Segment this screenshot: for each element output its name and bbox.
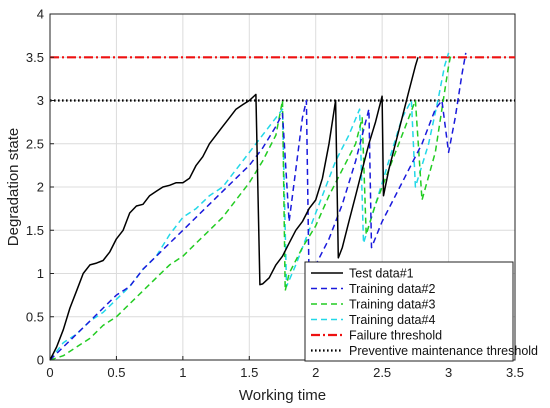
y-tick-label: 3.5 (26, 50, 44, 65)
legend-label: Training data#3 (349, 297, 435, 311)
x-tick-label: 3.5 (506, 365, 524, 380)
x-tick-label: 0 (46, 365, 53, 380)
legend-label: Failure threshold (349, 328, 442, 342)
legend-label: Test data#1 (349, 266, 414, 280)
y-axis-label: Degradation state (5, 128, 22, 246)
series-line-3 (49, 52, 452, 361)
series-line-1 (49, 57, 419, 361)
y-tick-label: 1 (37, 266, 44, 281)
x-tick-label: 1 (179, 365, 186, 380)
x-axis-label: Working time (239, 387, 326, 404)
y-tick-label: 1.5 (26, 223, 44, 238)
y-tick-label: 0.5 (26, 309, 44, 324)
legend-box (304, 261, 514, 362)
y-tick-label: 3 (37, 93, 44, 108)
series-line-2 (49, 52, 467, 361)
x-tick-label: 3 (445, 365, 452, 380)
series-layer (49, 52, 515, 361)
legend-label: Training data#4 (349, 313, 435, 327)
legend-label: Preventive maintenance threshold (349, 344, 538, 358)
y-tick-label: 2.5 (26, 136, 44, 151)
axes-ticks: 0 0.5 1 1.5 2 2.5 3 3.5 0 0.5 1 1.5 2 2.5 3 3.5 4 (26, 7, 524, 381)
y-tick-label: 0 (37, 353, 44, 368)
series-line-4 (49, 52, 450, 361)
x-tick-label: 2 (312, 365, 319, 380)
y-tick-label: 4 (37, 7, 44, 22)
y-tick-label: 2 (37, 180, 44, 195)
legend-label: Training data#2 (349, 282, 435, 296)
x-tick-label: 2.5 (373, 365, 391, 380)
x-tick-label: 0.5 (107, 365, 125, 380)
x-tick-label: 1.5 (240, 365, 258, 380)
